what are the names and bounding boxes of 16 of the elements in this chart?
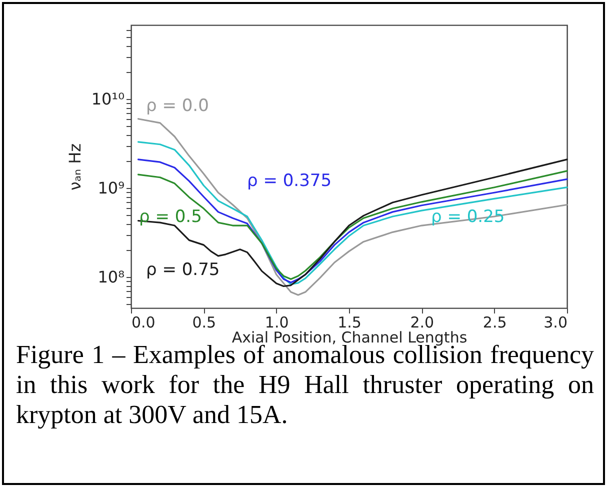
x-tick-label: 0.0 [132,314,156,332]
x-tick-label: 2.0 [410,314,434,332]
series-label: ρ = 0.25 [431,207,505,227]
series-label: ρ = 0.375 [247,171,332,191]
line-series [137,118,568,296]
x-tick-label: 2.5 [482,314,507,332]
x-tick-label: 0.5 [192,314,216,332]
y-tick-label: 10⁹ [98,178,124,198]
series-label: ρ = 0.0 [146,96,209,116]
x-tick-label: 1.5 [338,314,362,332]
x-tick-label: 1.0 [264,314,289,332]
y-axis-title: νₐₙ Hz [65,143,84,191]
y-tick-label: 10⁸ [98,268,124,287]
x-tick-label: 3.0 [544,314,568,332]
y-tick-label: 10¹⁰ [91,90,124,109]
series-label: ρ = 0.75 [146,260,220,280]
